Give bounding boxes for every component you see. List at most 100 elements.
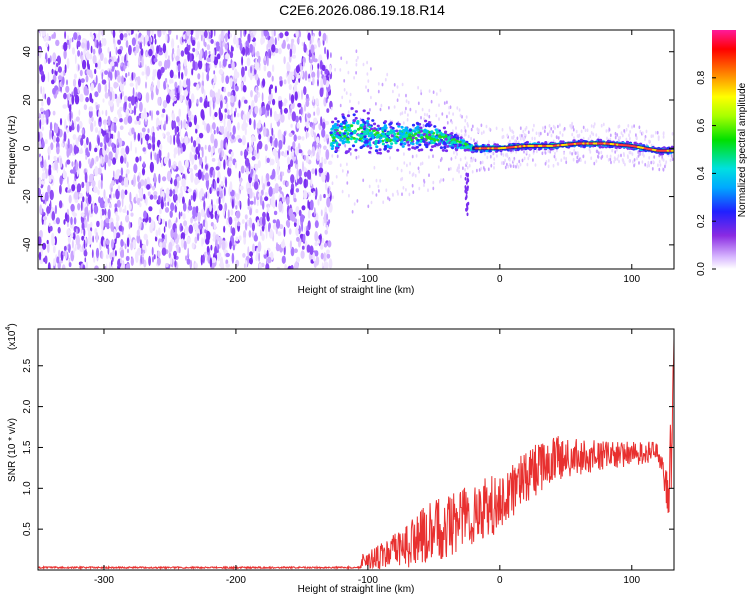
noise-blob [248, 105, 251, 110]
signal-blob [376, 151, 380, 155]
noise-blob [314, 241, 319, 247]
noise-blob [616, 157, 619, 161]
noise-blob [528, 153, 531, 158]
noise-blob [322, 32, 327, 42]
noise-blob [104, 143, 107, 151]
noise-blob [228, 160, 232, 169]
noise-blob [228, 216, 233, 225]
noise-blob [183, 220, 188, 227]
noise-blob [88, 109, 93, 119]
noise-blob [59, 184, 62, 195]
noise-blob [463, 133, 466, 137]
noise-blob [320, 70, 323, 75]
noise-blob [244, 157, 250, 167]
noise-blob [317, 78, 319, 87]
noise-blob [460, 174, 462, 179]
noise-blob [312, 251, 315, 262]
noise-blob [538, 131, 540, 136]
noise-blob [253, 136, 257, 142]
noise-blob [111, 256, 114, 262]
noise-blob [262, 216, 266, 227]
noise-blob [258, 252, 260, 262]
noise-blob [176, 34, 178, 40]
noise-blob [516, 162, 519, 167]
noise-blob [213, 70, 216, 75]
signal-blob [337, 136, 341, 139]
noise-blob [185, 255, 188, 261]
noise-blob [658, 159, 661, 164]
noise-blob [204, 215, 207, 221]
noise-blob [419, 162, 422, 166]
noise-blob [191, 154, 195, 165]
noise-blob [77, 244, 80, 250]
noise-blob [38, 236, 42, 246]
noise-blob [569, 151, 571, 155]
noise-blob [190, 93, 195, 104]
noise-blob [355, 71, 357, 75]
noise-blob [192, 59, 196, 71]
noise-blob [176, 47, 181, 58]
noise-blob [234, 217, 238, 222]
noise-blob [315, 136, 320, 144]
noise-blob [320, 252, 324, 260]
noise-blob [50, 142, 54, 151]
signal-blob [375, 145, 379, 149]
noise-blob [523, 149, 525, 154]
noise-blob [269, 107, 273, 118]
noise-blob [370, 67, 372, 71]
noise-blob [212, 82, 215, 89]
noise-blob [117, 49, 122, 55]
noise-blob [172, 74, 178, 79]
noise-blob [222, 207, 225, 217]
noise-blob [467, 134, 470, 139]
noise-blob [125, 214, 130, 223]
noise-blob [550, 133, 553, 138]
noise-blob [241, 135, 246, 146]
noise-blob [101, 208, 105, 216]
signal-blob [368, 134, 372, 138]
noise-blob [161, 233, 165, 239]
noise-blob [67, 235, 71, 244]
noise-blob [628, 133, 630, 137]
noise-blob [362, 178, 365, 183]
noise-blob [76, 183, 82, 193]
noise-blob [298, 168, 302, 178]
noise-blob [274, 183, 279, 194]
noise-blob [414, 173, 417, 178]
noise-blob [208, 50, 211, 55]
noise-blob [99, 52, 104, 61]
signal-blob [391, 126, 395, 130]
noise-blob [80, 137, 84, 146]
noise-blob [418, 169, 421, 174]
noise-blob [186, 258, 191, 265]
noise-blob [641, 131, 644, 135]
noise-blob [226, 219, 229, 226]
noise-blob [559, 123, 561, 127]
noise-blob [367, 204, 370, 209]
signal-blob [336, 131, 340, 135]
noise-blob [271, 64, 275, 72]
noise-blob [432, 186, 435, 191]
noise-blob [85, 147, 89, 156]
noise-blob [334, 67, 336, 72]
noise-blob [302, 61, 305, 67]
noise-blob [346, 162, 348, 167]
noise-blob [650, 134, 653, 138]
noise-blob [234, 220, 237, 231]
noise-blob [671, 157, 674, 161]
noise-blob [101, 227, 104, 237]
noise-blob [357, 155, 360, 159]
noise-blob [41, 126, 44, 131]
noise-blob [146, 238, 149, 247]
noise-blob [238, 235, 242, 241]
noise-blob [45, 109, 49, 120]
noise-blob [142, 244, 147, 250]
noise-blob [84, 257, 87, 263]
noise-blob [318, 30, 322, 37]
noise-blob [244, 66, 248, 71]
noise-blob [267, 71, 272, 78]
noise-blob [51, 79, 55, 85]
noise-blob [454, 155, 457, 160]
noise-blob [39, 229, 43, 239]
noise-blob [117, 130, 120, 141]
